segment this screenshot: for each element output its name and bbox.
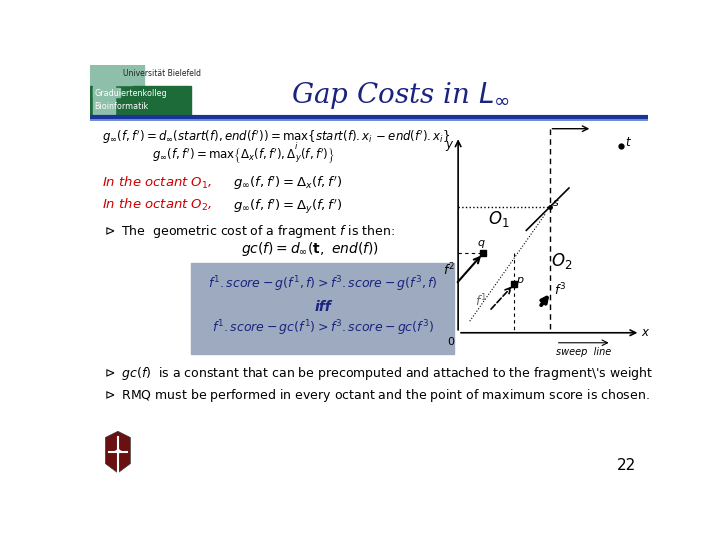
Text: $\mathbf{\mathit{O_2}}$: $\mathbf{\mathit{O_2}}$: [551, 251, 572, 271]
Text: $f^1$: $f^1$: [475, 292, 487, 309]
Text: Gap Costs in $L_{\infty}$: Gap Costs in $L_{\infty}$: [291, 80, 510, 111]
Text: Graduiertenkolleg
Bioinformatik: Graduiertenkolleg Bioinformatik: [94, 89, 167, 111]
Text: ✦: ✦: [112, 447, 123, 460]
Text: $f^1.score - g(f^1, f) > f^3.score - g(f^3, f)$: $f^1.score - g(f^1, f) > f^3.score - g(f…: [207, 274, 437, 294]
Text: sweep  line: sweep line: [556, 347, 611, 356]
Text: y: y: [446, 138, 453, 151]
Text: $f^1.score - gc(f^1) > f^3.score - gc(f^3)$: $f^1.score - gc(f^1) > f^3.score - gc(f^…: [212, 319, 433, 339]
Text: $f^3$: $f^3$: [554, 282, 567, 299]
Text: $f^2$: $f^2$: [443, 261, 454, 278]
Text: s: s: [553, 198, 559, 208]
Text: x: x: [642, 326, 649, 339]
Polygon shape: [106, 431, 130, 473]
Bar: [191, 264, 454, 354]
Text: p: p: [516, 275, 523, 285]
Text: iff: iff: [314, 300, 331, 314]
Text: 0: 0: [447, 336, 454, 347]
Text: q: q: [478, 238, 485, 248]
Bar: [90, 86, 191, 117]
Text: In the octant $\boldsymbol{O_1}$,: In the octant $\boldsymbol{O_1}$,: [102, 175, 212, 191]
Bar: [93, 68, 132, 85]
Text: $gc(f) = d_{\infty}(\mathbf{t},\ end(f))$: $gc(f) = d_{\infty}(\mathbf{t},\ end(f))…: [241, 240, 379, 258]
Text: $\mathbf{\mathit{O_1}}$: $\mathbf{\mathit{O_1}}$: [487, 209, 509, 229]
Text: 22: 22: [617, 458, 636, 473]
Bar: [93, 88, 120, 97]
Text: $g_{\infty}(f, f^{\prime}) = \Delta_x(f, f^{\prime})$: $g_{\infty}(f, f^{\prime}) = \Delta_x(f,…: [233, 175, 343, 192]
Text: t: t: [625, 136, 629, 148]
Text: $\vartriangleright$ The  geometric cost of a fragment $f$ is then:: $\vartriangleright$ The geometric cost o…: [102, 222, 395, 240]
Bar: [93, 68, 114, 114]
Text: $g_{\infty}(f, f^{\prime}) = \max\left\{\Delta_x(f, f^{\prime}), \Delta_y(f, f^{: $g_{\infty}(f, f^{\prime}) = \max\left\{…: [152, 146, 335, 165]
Bar: [90, 65, 144, 117]
Text: $g_{\infty}(f, f^{\prime}) = d_{\infty}(start(f), end(f^{\prime})) = \max_i \lef: $g_{\infty}(f, f^{\prime}) = d_{\infty}(…: [102, 128, 450, 152]
Text: $\vartriangleright$ $gc(f)$  is a constant that can be precomputed and attached : $\vartriangleright$ $gc(f)$ is a constan…: [102, 365, 653, 382]
Text: $g_{\infty}(f, f^{\prime}) = \Delta_y(f, f^{\prime})$: $g_{\infty}(f, f^{\prime}) = \Delta_y(f,…: [233, 197, 343, 216]
Text: Universität Bielefeld: Universität Bielefeld: [122, 69, 201, 78]
Text: $\vartriangleright$ RMQ must be performed in every octant and the point of maxim: $\vartriangleright$ RMQ must be performe…: [102, 387, 649, 404]
Text: In the octant $\boldsymbol{O_2}$,: In the octant $\boldsymbol{O_2}$,: [102, 197, 212, 213]
